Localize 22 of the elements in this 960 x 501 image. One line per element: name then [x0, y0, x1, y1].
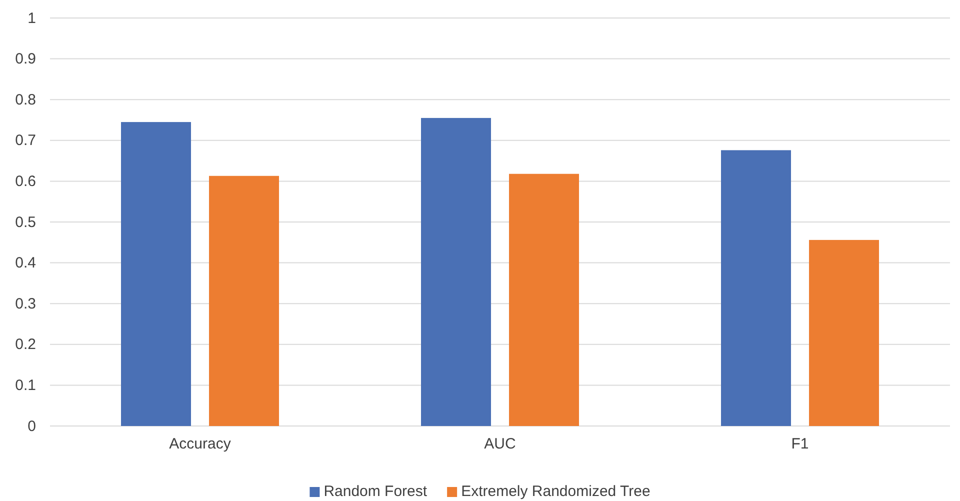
- bar: [209, 176, 279, 426]
- bar: [809, 240, 879, 426]
- bar: [121, 122, 191, 426]
- y-tick-label: 0.9: [15, 50, 36, 68]
- y-tick-label: 1: [28, 10, 36, 27]
- x-tick-label: AUC: [484, 436, 516, 453]
- y-tick-label: 0.4: [15, 254, 36, 272]
- y-tick-label: 0.5: [15, 214, 36, 231]
- y-tick-label: 0.7: [15, 132, 36, 150]
- bar: [509, 174, 579, 426]
- y-tick-label: 0.2: [15, 336, 36, 354]
- bar: [721, 150, 791, 426]
- y-tick-label: 0: [28, 418, 36, 435]
- y-tick-label: 0.6: [15, 173, 36, 190]
- y-tick-label: 0.3: [15, 295, 36, 312]
- legend-label: Random Forest: [324, 483, 428, 500]
- x-tick-label: Accuracy: [169, 436, 232, 453]
- y-tick-label: 0.8: [15, 91, 36, 108]
- y-tick-label: 0.1: [15, 377, 36, 394]
- x-tick-label: F1: [791, 436, 809, 453]
- legend-label: Extremely Randomized Tree: [461, 483, 650, 500]
- bar: [421, 118, 491, 426]
